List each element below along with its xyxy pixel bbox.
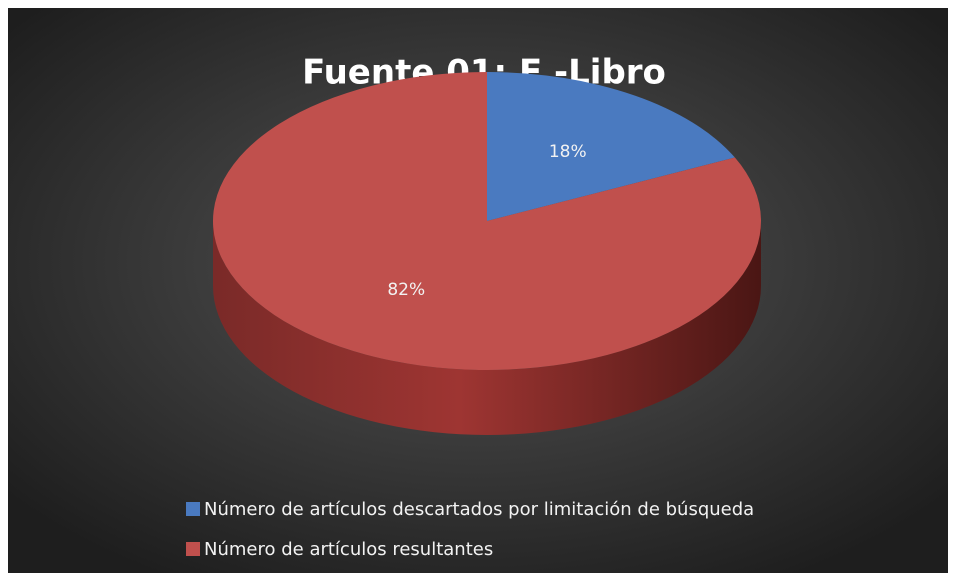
legend-swatch [186, 502, 200, 516]
data-label: 18% [549, 142, 587, 162]
pie-side [213, 221, 761, 435]
data-label: 82% [387, 280, 425, 300]
pie-slice [487, 72, 735, 221]
legend-label: Número de artículos resultantes [204, 539, 493, 560]
pie-slice [212, 72, 761, 371]
legend-label: Número de artículos descartados por limi… [204, 499, 754, 520]
legend-swatch [186, 542, 200, 556]
